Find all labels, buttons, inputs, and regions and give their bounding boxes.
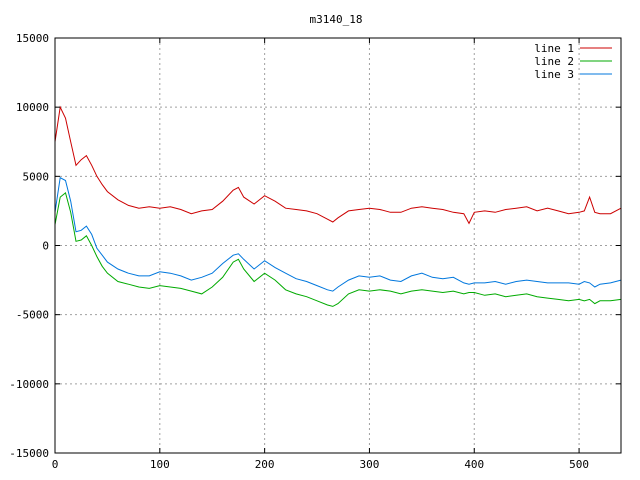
grid xyxy=(55,38,621,453)
x-tick-label: 0 xyxy=(52,458,59,471)
series-line-2 xyxy=(54,192,622,307)
chart-title: m3140_18 xyxy=(310,13,363,26)
legend-label: line 2 xyxy=(534,55,574,68)
y-tick-label: 15000 xyxy=(16,32,49,45)
legend-label: line 3 xyxy=(534,68,574,81)
series-line-1 xyxy=(54,105,622,225)
series-layer xyxy=(54,105,622,307)
y-tick-label: -5000 xyxy=(16,309,49,322)
series-line-3 xyxy=(54,176,622,292)
x-tick-label: 400 xyxy=(464,458,484,471)
x-tick-label: 500 xyxy=(569,458,589,471)
ticks: -15000 -10000 -5000 0 5000 10000 15000 0 100 200 3… xyxy=(9,32,621,471)
y-tick-label: -15000 xyxy=(9,447,49,460)
x-tick-label: 200 xyxy=(255,458,275,471)
y-tick-label: 0 xyxy=(42,240,49,253)
y-tick-label: 5000 xyxy=(23,170,50,183)
y-tick-label: 10000 xyxy=(16,101,49,114)
x-tick-label: 100 xyxy=(150,458,170,471)
legend-label: line 1 xyxy=(534,42,574,55)
y-tick-label: -10000 xyxy=(9,378,49,391)
x-tick-label: 300 xyxy=(360,458,380,471)
